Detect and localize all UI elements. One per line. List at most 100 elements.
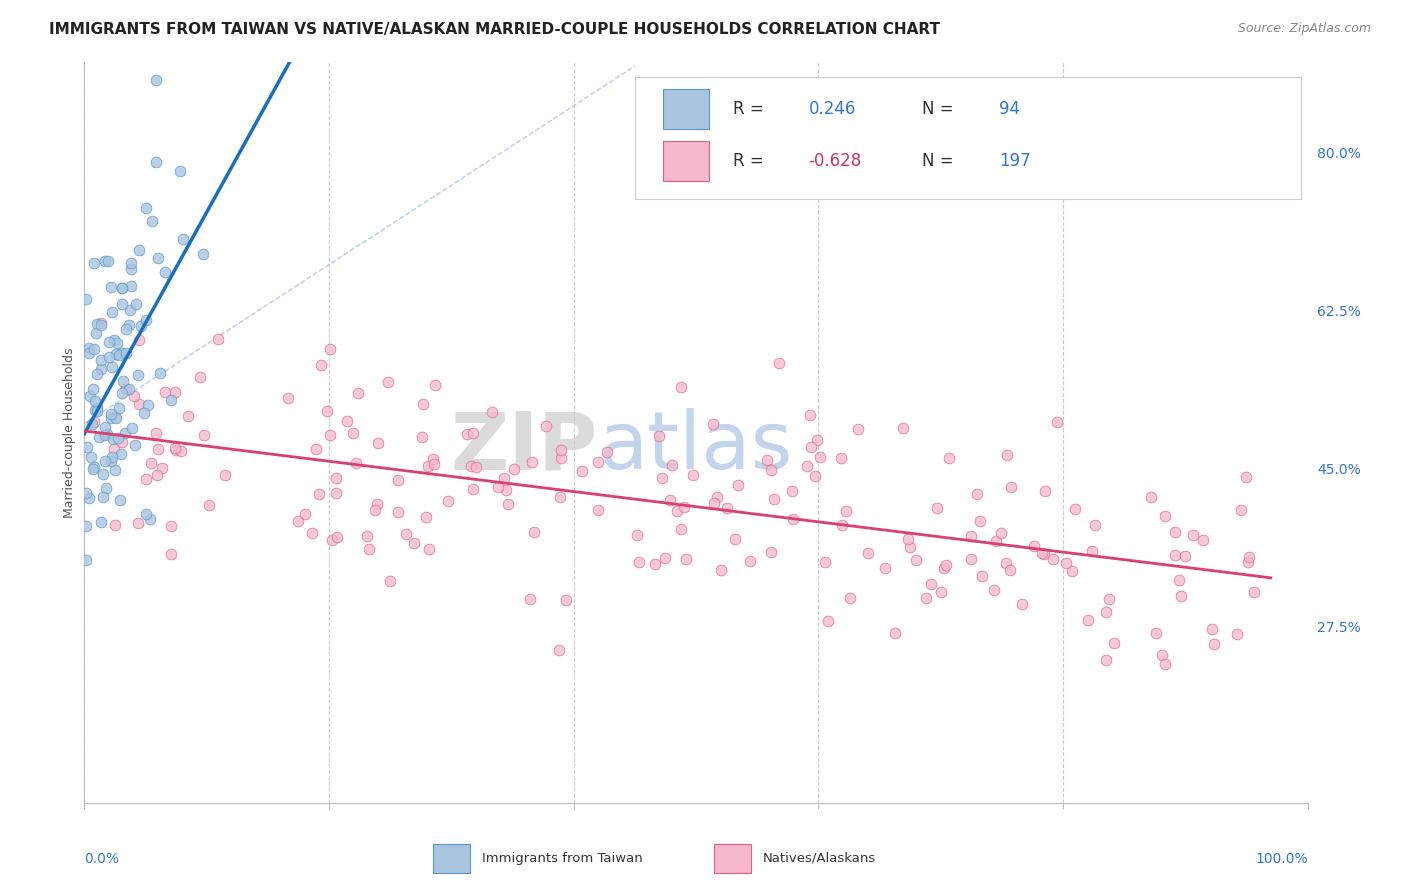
Point xyxy=(110,447,132,461)
Point xyxy=(759,463,782,477)
Point xyxy=(100,407,122,421)
Point xyxy=(817,615,839,629)
Point xyxy=(654,550,676,565)
Text: Natives/Alaskans: Natives/Alaskans xyxy=(763,852,876,865)
FancyBboxPatch shape xyxy=(664,88,710,129)
Point xyxy=(169,164,191,178)
Point xyxy=(139,512,162,526)
Point xyxy=(100,280,122,294)
Point xyxy=(127,516,149,530)
Point xyxy=(124,389,146,403)
Point xyxy=(404,536,426,550)
Point xyxy=(79,389,101,403)
Point xyxy=(644,557,666,571)
Point xyxy=(548,643,571,657)
Point xyxy=(1046,415,1069,429)
Point xyxy=(983,583,1005,598)
Point xyxy=(287,514,309,528)
Point xyxy=(1237,550,1260,565)
Point xyxy=(105,335,128,350)
Point xyxy=(1031,546,1053,560)
Point xyxy=(934,560,956,574)
Point xyxy=(960,529,983,543)
Text: 100.0%: 100.0% xyxy=(1256,853,1308,866)
Point xyxy=(935,558,957,573)
Point xyxy=(316,404,339,418)
Point xyxy=(77,491,100,505)
Point xyxy=(839,591,862,605)
Point xyxy=(83,415,105,429)
Point xyxy=(534,419,557,434)
Point xyxy=(486,480,509,494)
Point xyxy=(873,560,896,574)
Point xyxy=(149,366,172,380)
Point xyxy=(495,483,517,497)
Point xyxy=(1083,518,1105,533)
Text: 0.0%: 0.0% xyxy=(84,853,120,866)
Point xyxy=(378,574,401,589)
Point xyxy=(83,343,105,357)
Point xyxy=(669,380,692,394)
Point xyxy=(891,421,914,435)
Point xyxy=(75,292,97,306)
Point xyxy=(1170,589,1192,603)
Point xyxy=(896,532,918,546)
Point xyxy=(1230,502,1253,516)
Point xyxy=(100,454,122,468)
Point xyxy=(387,473,409,487)
Point xyxy=(665,504,688,518)
Point xyxy=(100,411,122,425)
Point xyxy=(830,450,852,465)
Point xyxy=(111,281,134,295)
Point xyxy=(905,553,928,567)
Point xyxy=(101,305,124,319)
Point xyxy=(75,519,97,533)
Point xyxy=(170,443,193,458)
Point xyxy=(344,456,367,470)
Point xyxy=(105,410,128,425)
Point xyxy=(120,302,142,317)
Point xyxy=(1234,469,1257,483)
Point xyxy=(814,555,837,569)
Point xyxy=(682,467,704,482)
Point xyxy=(97,254,120,268)
Point xyxy=(305,442,328,456)
FancyBboxPatch shape xyxy=(714,844,751,873)
Point xyxy=(960,552,983,566)
Point xyxy=(104,462,127,476)
Point xyxy=(90,515,112,529)
Point xyxy=(938,450,960,465)
Point xyxy=(111,346,134,360)
Point xyxy=(294,507,316,521)
FancyBboxPatch shape xyxy=(636,78,1302,200)
Point xyxy=(423,457,446,471)
Point xyxy=(1033,547,1056,561)
Point xyxy=(366,496,388,510)
Point xyxy=(768,356,790,370)
Point xyxy=(1167,573,1189,587)
Point xyxy=(523,525,546,540)
Point xyxy=(141,214,163,228)
Point xyxy=(846,422,869,436)
Point xyxy=(1033,484,1056,499)
Point xyxy=(548,490,571,504)
Point xyxy=(107,432,129,446)
Point xyxy=(124,437,146,451)
Point xyxy=(97,351,120,365)
Text: R =: R = xyxy=(733,100,769,118)
Point xyxy=(214,467,236,482)
Point xyxy=(128,333,150,347)
Point xyxy=(659,492,682,507)
Point xyxy=(884,626,907,640)
Text: 0.246: 0.246 xyxy=(808,100,856,118)
Point xyxy=(395,527,418,541)
Point xyxy=(675,552,697,566)
Point xyxy=(100,359,122,374)
Point xyxy=(141,456,163,470)
Point xyxy=(118,318,141,332)
Text: -0.628: -0.628 xyxy=(808,152,862,169)
Point xyxy=(706,490,728,504)
Point xyxy=(153,265,176,279)
Point xyxy=(998,563,1021,577)
Point xyxy=(437,494,460,508)
